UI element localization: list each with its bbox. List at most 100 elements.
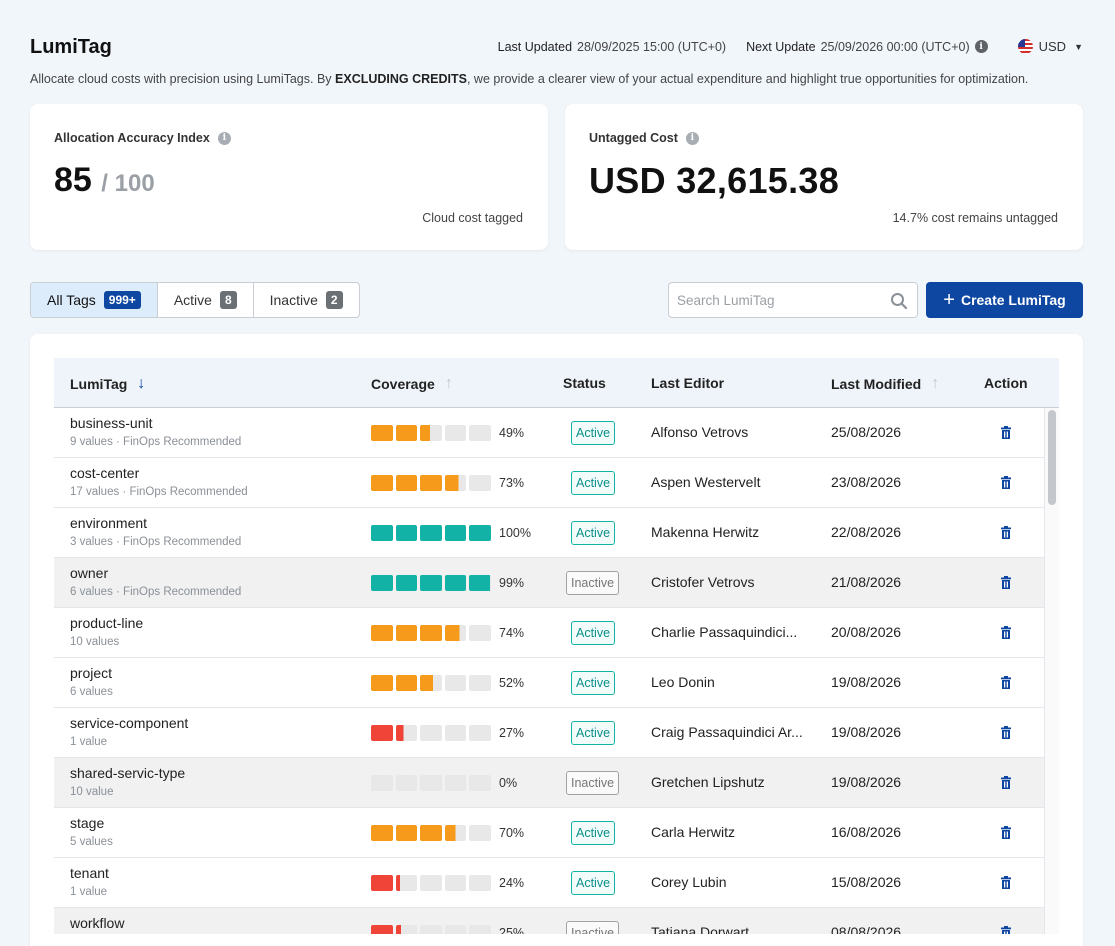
arrow-up-icon[interactable]: ↑ bbox=[444, 375, 453, 392]
coverage-percent: 99% bbox=[499, 576, 525, 590]
tag-name[interactable]: tenant bbox=[70, 865, 109, 881]
tab-inactive[interactable]: Inactive 2 bbox=[254, 283, 359, 317]
status-badge: Active bbox=[571, 421, 616, 445]
coverage-segment bbox=[420, 425, 442, 441]
tab-all-tags[interactable]: All Tags 999+ bbox=[31, 283, 158, 317]
table-body: business-unit 9 values · FinOps Recommend… bbox=[54, 408, 1044, 934]
accuracy-note: Cloud cost tagged bbox=[422, 211, 523, 225]
currency-selector[interactable]: USD ▼ bbox=[1017, 39, 1083, 54]
trash-icon[interactable] bbox=[999, 876, 1013, 890]
tag-name[interactable]: stage bbox=[70, 815, 105, 831]
page-header: LumiTag Last Updated 28/09/2025 15:00 (U… bbox=[30, 34, 1083, 62]
last-modified: 15/08/2026 bbox=[831, 874, 902, 890]
coverage-segment bbox=[371, 675, 393, 691]
tag-name[interactable]: service-component bbox=[70, 715, 189, 731]
coverage-segment bbox=[444, 525, 467, 541]
coverage-segment bbox=[469, 875, 491, 891]
coverage-segment bbox=[371, 825, 393, 841]
trash-icon[interactable] bbox=[999, 676, 1013, 690]
trash-icon[interactable] bbox=[999, 776, 1013, 790]
trash-icon[interactable] bbox=[999, 926, 1013, 934]
tag-name[interactable]: shared-servic-type bbox=[70, 765, 186, 781]
table-row[interactable]: owner 6 values · FinOps Recommended 99% Ina… bbox=[54, 558, 1044, 608]
accuracy-card: Allocation Accuracy Index i 85 / 100 Clou… bbox=[30, 104, 548, 250]
table-row[interactable]: business-unit 9 values · FinOps Recommend… bbox=[54, 408, 1044, 458]
trash-icon[interactable] bbox=[999, 426, 1013, 440]
search-icon[interactable] bbox=[890, 292, 908, 310]
last-editor: Aspen Westervelt bbox=[651, 474, 761, 490]
create-lumitag-button[interactable]: + Create LumiTag bbox=[926, 282, 1083, 318]
table-row[interactable]: product-line 10 values 74% Active Charlie Pa… bbox=[54, 608, 1044, 658]
tag-name[interactable]: owner bbox=[70, 565, 109, 581]
info-icon[interactable]: i bbox=[217, 131, 231, 145]
status-badge: Inactive bbox=[566, 921, 620, 934]
coverage-segment bbox=[444, 825, 467, 841]
trash-icon[interactable] bbox=[999, 726, 1013, 740]
tag-name[interactable]: environment bbox=[70, 515, 148, 531]
tag-name[interactable]: product-line bbox=[70, 615, 144, 631]
coverage-segment bbox=[371, 425, 393, 441]
tag-name[interactable]: cost-center bbox=[70, 465, 140, 481]
currency-label: USD bbox=[1038, 39, 1067, 54]
coverage-segment bbox=[469, 475, 491, 491]
table-row[interactable]: cost-center 17 values · FinOps Recommende… bbox=[54, 458, 1044, 508]
table-row[interactable]: workflow 25% Inactive Tatiana Dorwart 08/08/… bbox=[54, 908, 1044, 934]
coverage-bar bbox=[371, 825, 491, 841]
count-badge: 999+ bbox=[103, 291, 141, 309]
last-modified: 19/08/2026 bbox=[831, 724, 902, 740]
coverage-segment bbox=[444, 575, 467, 591]
coverage-segment bbox=[420, 925, 442, 934]
trash-icon[interactable] bbox=[999, 826, 1013, 840]
trash-icon[interactable] bbox=[999, 576, 1013, 590]
col-last-modified[interactable]: Last Modified ↑ bbox=[831, 375, 940, 392]
last-editor: Tatiana Dorwart bbox=[651, 924, 750, 934]
col-coverage[interactable]: Coverage ↑ bbox=[371, 375, 453, 392]
coverage-bar bbox=[371, 875, 491, 891]
coverage-bar bbox=[371, 675, 491, 691]
scrollbar-thumb[interactable] bbox=[1048, 410, 1056, 505]
accuracy-denominator: / 100 bbox=[101, 170, 155, 197]
info-icon[interactable]: i bbox=[685, 131, 699, 145]
arrow-down-icon[interactable]: ↓ bbox=[137, 375, 146, 392]
search-input[interactable] bbox=[669, 283, 879, 317]
col-last-editor: Last Editor bbox=[651, 375, 725, 391]
tab-active[interactable]: Active 8 bbox=[158, 283, 254, 317]
col-status: Status bbox=[563, 375, 606, 391]
trash-icon[interactable] bbox=[999, 476, 1013, 490]
tag-name[interactable]: business-unit bbox=[70, 415, 153, 431]
tag-name[interactable]: project bbox=[70, 665, 113, 681]
table-row[interactable]: tenant 1 value 24% Active Corey Lubin 15/08/2… bbox=[54, 858, 1044, 908]
table-row[interactable]: service-component 1 value 27% Active Craig P… bbox=[54, 708, 1044, 758]
tag-values-count: 10 values bbox=[70, 636, 120, 648]
coverage-segment bbox=[420, 875, 442, 891]
trash-icon[interactable] bbox=[999, 626, 1013, 640]
arrow-up-icon[interactable]: ↑ bbox=[931, 375, 940, 392]
coverage-segment bbox=[444, 675, 467, 691]
info-icon[interactable]: i bbox=[974, 40, 988, 53]
tag-name[interactable]: workflow bbox=[70, 915, 125, 931]
untagged-value: USD 32,615.38 bbox=[589, 160, 840, 201]
coverage-bar bbox=[371, 575, 491, 591]
coverage-segment bbox=[395, 425, 418, 441]
last-modified: 20/08/2026 bbox=[831, 624, 902, 640]
table-row[interactable]: stage 5 values 70% Active Carla Herwitz 16/08… bbox=[54, 808, 1044, 858]
table-row[interactable]: environment 3 values · FinOps Recommended… bbox=[54, 508, 1044, 558]
col-lumitag[interactable]: LumiTag ↓ bbox=[70, 375, 146, 392]
plus-icon: + bbox=[943, 289, 955, 311]
last-editor: Cristofer Vetrovs bbox=[651, 574, 755, 590]
coverage-segment bbox=[371, 625, 393, 641]
status-badge: Active bbox=[571, 871, 616, 895]
status-badge: Inactive bbox=[566, 571, 620, 595]
coverage-segment bbox=[395, 925, 418, 934]
tag-values-count: 10 value bbox=[70, 786, 114, 798]
last-modified: 23/08/2026 bbox=[831, 474, 902, 490]
table-row[interactable]: project 6 values 52% Active Leo Donin 19/08/2… bbox=[54, 658, 1044, 708]
table-row[interactable]: shared-servic-type 10 value 0% Inactive Gret… bbox=[54, 758, 1044, 808]
scrollbar[interactable] bbox=[1044, 408, 1059, 934]
coverage-segment bbox=[469, 675, 491, 691]
trash-icon[interactable] bbox=[999, 526, 1013, 540]
coverage-segment bbox=[420, 825, 442, 841]
coverage-segment bbox=[420, 575, 442, 591]
last-modified: 08/08/2026 bbox=[831, 924, 902, 934]
coverage-segment bbox=[444, 925, 467, 934]
